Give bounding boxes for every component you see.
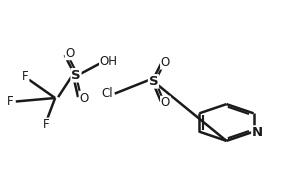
Text: Cl: Cl xyxy=(101,88,113,100)
Text: F: F xyxy=(7,95,14,108)
Text: F: F xyxy=(43,118,49,131)
Text: S: S xyxy=(71,69,81,82)
Text: N: N xyxy=(252,126,263,139)
Text: O: O xyxy=(65,47,75,60)
Text: O: O xyxy=(161,56,170,69)
Text: O: O xyxy=(79,92,89,104)
Text: F: F xyxy=(22,71,29,83)
Text: OH: OH xyxy=(100,55,118,68)
Text: O: O xyxy=(161,96,170,109)
Text: S: S xyxy=(149,75,158,88)
